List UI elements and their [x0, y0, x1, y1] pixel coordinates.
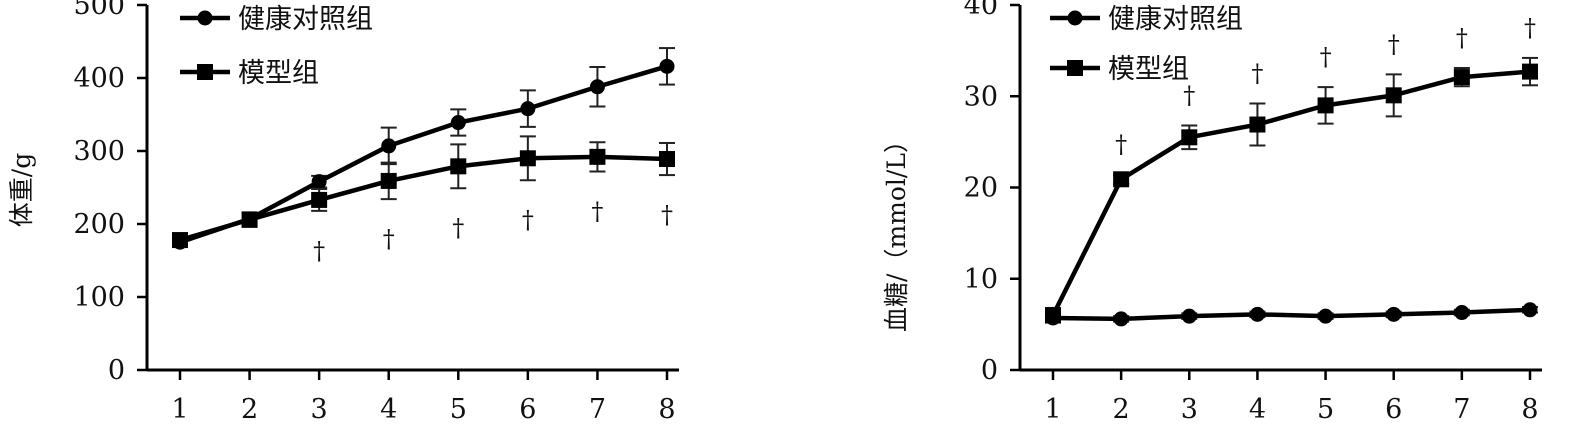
series-line-control — [1052, 307, 1531, 322]
x-tick-label: 8 — [1521, 394, 1538, 425]
significance-marker: † — [522, 206, 534, 234]
legend-marker-square — [1067, 60, 1083, 76]
data-point-circle — [659, 58, 675, 74]
y-tick-label: 20 — [964, 173, 998, 204]
data-point-square — [311, 191, 328, 208]
x-tick-label: 2 — [241, 394, 258, 425]
series-line-model — [1050, 69, 1531, 317]
significance-marker: † — [661, 201, 673, 229]
data-point-circle — [1522, 302, 1538, 318]
legend-label: 健康对照组 — [1108, 4, 1243, 35]
significance-marker: † — [1388, 30, 1400, 58]
significance-marker: † — [1524, 14, 1536, 42]
y-tick-label: 0 — [108, 355, 125, 386]
x-tick-label: 3 — [1181, 394, 1198, 425]
y-tick-label: 200 — [73, 209, 125, 240]
x-tick-label: 2 — [1113, 394, 1130, 425]
x-tick-label: 6 — [1385, 394, 1402, 425]
data-point-circle — [1318, 308, 1334, 324]
significance-marker: † — [1320, 43, 1332, 71]
y-tick-label: 0 — [981, 355, 998, 386]
significance-marker: † — [1251, 60, 1263, 88]
x-tick-label: 5 — [450, 394, 467, 425]
significance-marker: † — [313, 237, 325, 265]
significance-marker: † — [1456, 24, 1468, 52]
y-axis-title: 体重/g — [7, 153, 36, 227]
data-point-circle — [520, 101, 536, 117]
data-point-circle — [450, 115, 466, 131]
blood-glucose-chart: 0 10 20 30 40 1 2 3 4 5 6 7 8 血糖/（mmol/L） † † † † † † † 健康对照组… — [882, 0, 1542, 425]
y-tick-label: 100 — [73, 282, 125, 313]
data-point-square — [1045, 307, 1061, 324]
x-tick-label: 6 — [519, 394, 536, 425]
y-tick-label: 400 — [73, 63, 125, 94]
data-point-square — [450, 158, 467, 175]
y-tick-label: 300 — [73, 136, 125, 167]
legend-marker-circle — [197, 10, 213, 26]
body-weight-chart: 0 100 200 300 400 500 1 2 3 4 5 6 7 8 体重/g † † † † † † 健康对照组模… — [7, 0, 679, 425]
data-point-circle — [1386, 306, 1402, 322]
data-point-square — [1385, 87, 1402, 104]
data-point-circle — [1113, 311, 1129, 327]
x-tick-label: 8 — [658, 394, 675, 425]
data-point-square — [241, 211, 258, 228]
x-tick-label: 1 — [171, 394, 188, 425]
data-point-square — [519, 150, 536, 167]
x-tick-label: 5 — [1317, 394, 1334, 425]
x-tick-label: 4 — [1249, 394, 1266, 425]
x-tick-label: 7 — [589, 394, 606, 425]
significance-marker: † — [383, 225, 395, 253]
data-point-circle — [1181, 308, 1197, 324]
x-tick-label: 4 — [380, 394, 397, 425]
data-point-square — [1453, 69, 1470, 86]
data-point-circle — [589, 79, 605, 95]
data-point-square — [589, 148, 606, 165]
y-axis-title: 血糖/（mmol/L） — [882, 128, 911, 332]
data-point-square — [1317, 97, 1334, 114]
significance-marker: † — [591, 197, 603, 225]
significance-marker: † — [1115, 131, 1127, 159]
data-point-square — [659, 151, 675, 168]
legend-label: 模型组 — [1108, 54, 1189, 85]
data-point-circle — [381, 138, 397, 154]
x-tick-label: 7 — [1453, 394, 1470, 425]
y-tick-label: 30 — [964, 81, 998, 112]
data-point-circle — [1249, 306, 1265, 322]
series-line-model — [179, 154, 668, 243]
data-point-square — [1522, 63, 1538, 80]
legend-marker-circle — [1067, 10, 1083, 26]
legend-marker-square — [197, 64, 213, 80]
data-point-square — [380, 172, 397, 189]
y-tick-label: 40 — [964, 0, 998, 21]
data-point-square — [1113, 171, 1130, 188]
data-point-circle — [1454, 305, 1470, 321]
data-point-square — [1249, 116, 1266, 133]
legend-label: 模型组 — [238, 58, 319, 89]
y-tick-label: 500 — [73, 0, 125, 21]
data-point-square — [172, 232, 188, 249]
legend-label: 健康对照组 — [238, 4, 373, 35]
y-tick-label: 10 — [964, 264, 998, 295]
data-point-square — [1181, 129, 1198, 146]
data-point-circle — [311, 174, 327, 190]
x-tick-label: 1 — [1044, 394, 1061, 425]
x-tick-label: 3 — [311, 394, 328, 425]
significance-marker: † — [1183, 81, 1195, 109]
significance-marker: † — [452, 214, 464, 242]
series-line-control — [179, 64, 668, 245]
